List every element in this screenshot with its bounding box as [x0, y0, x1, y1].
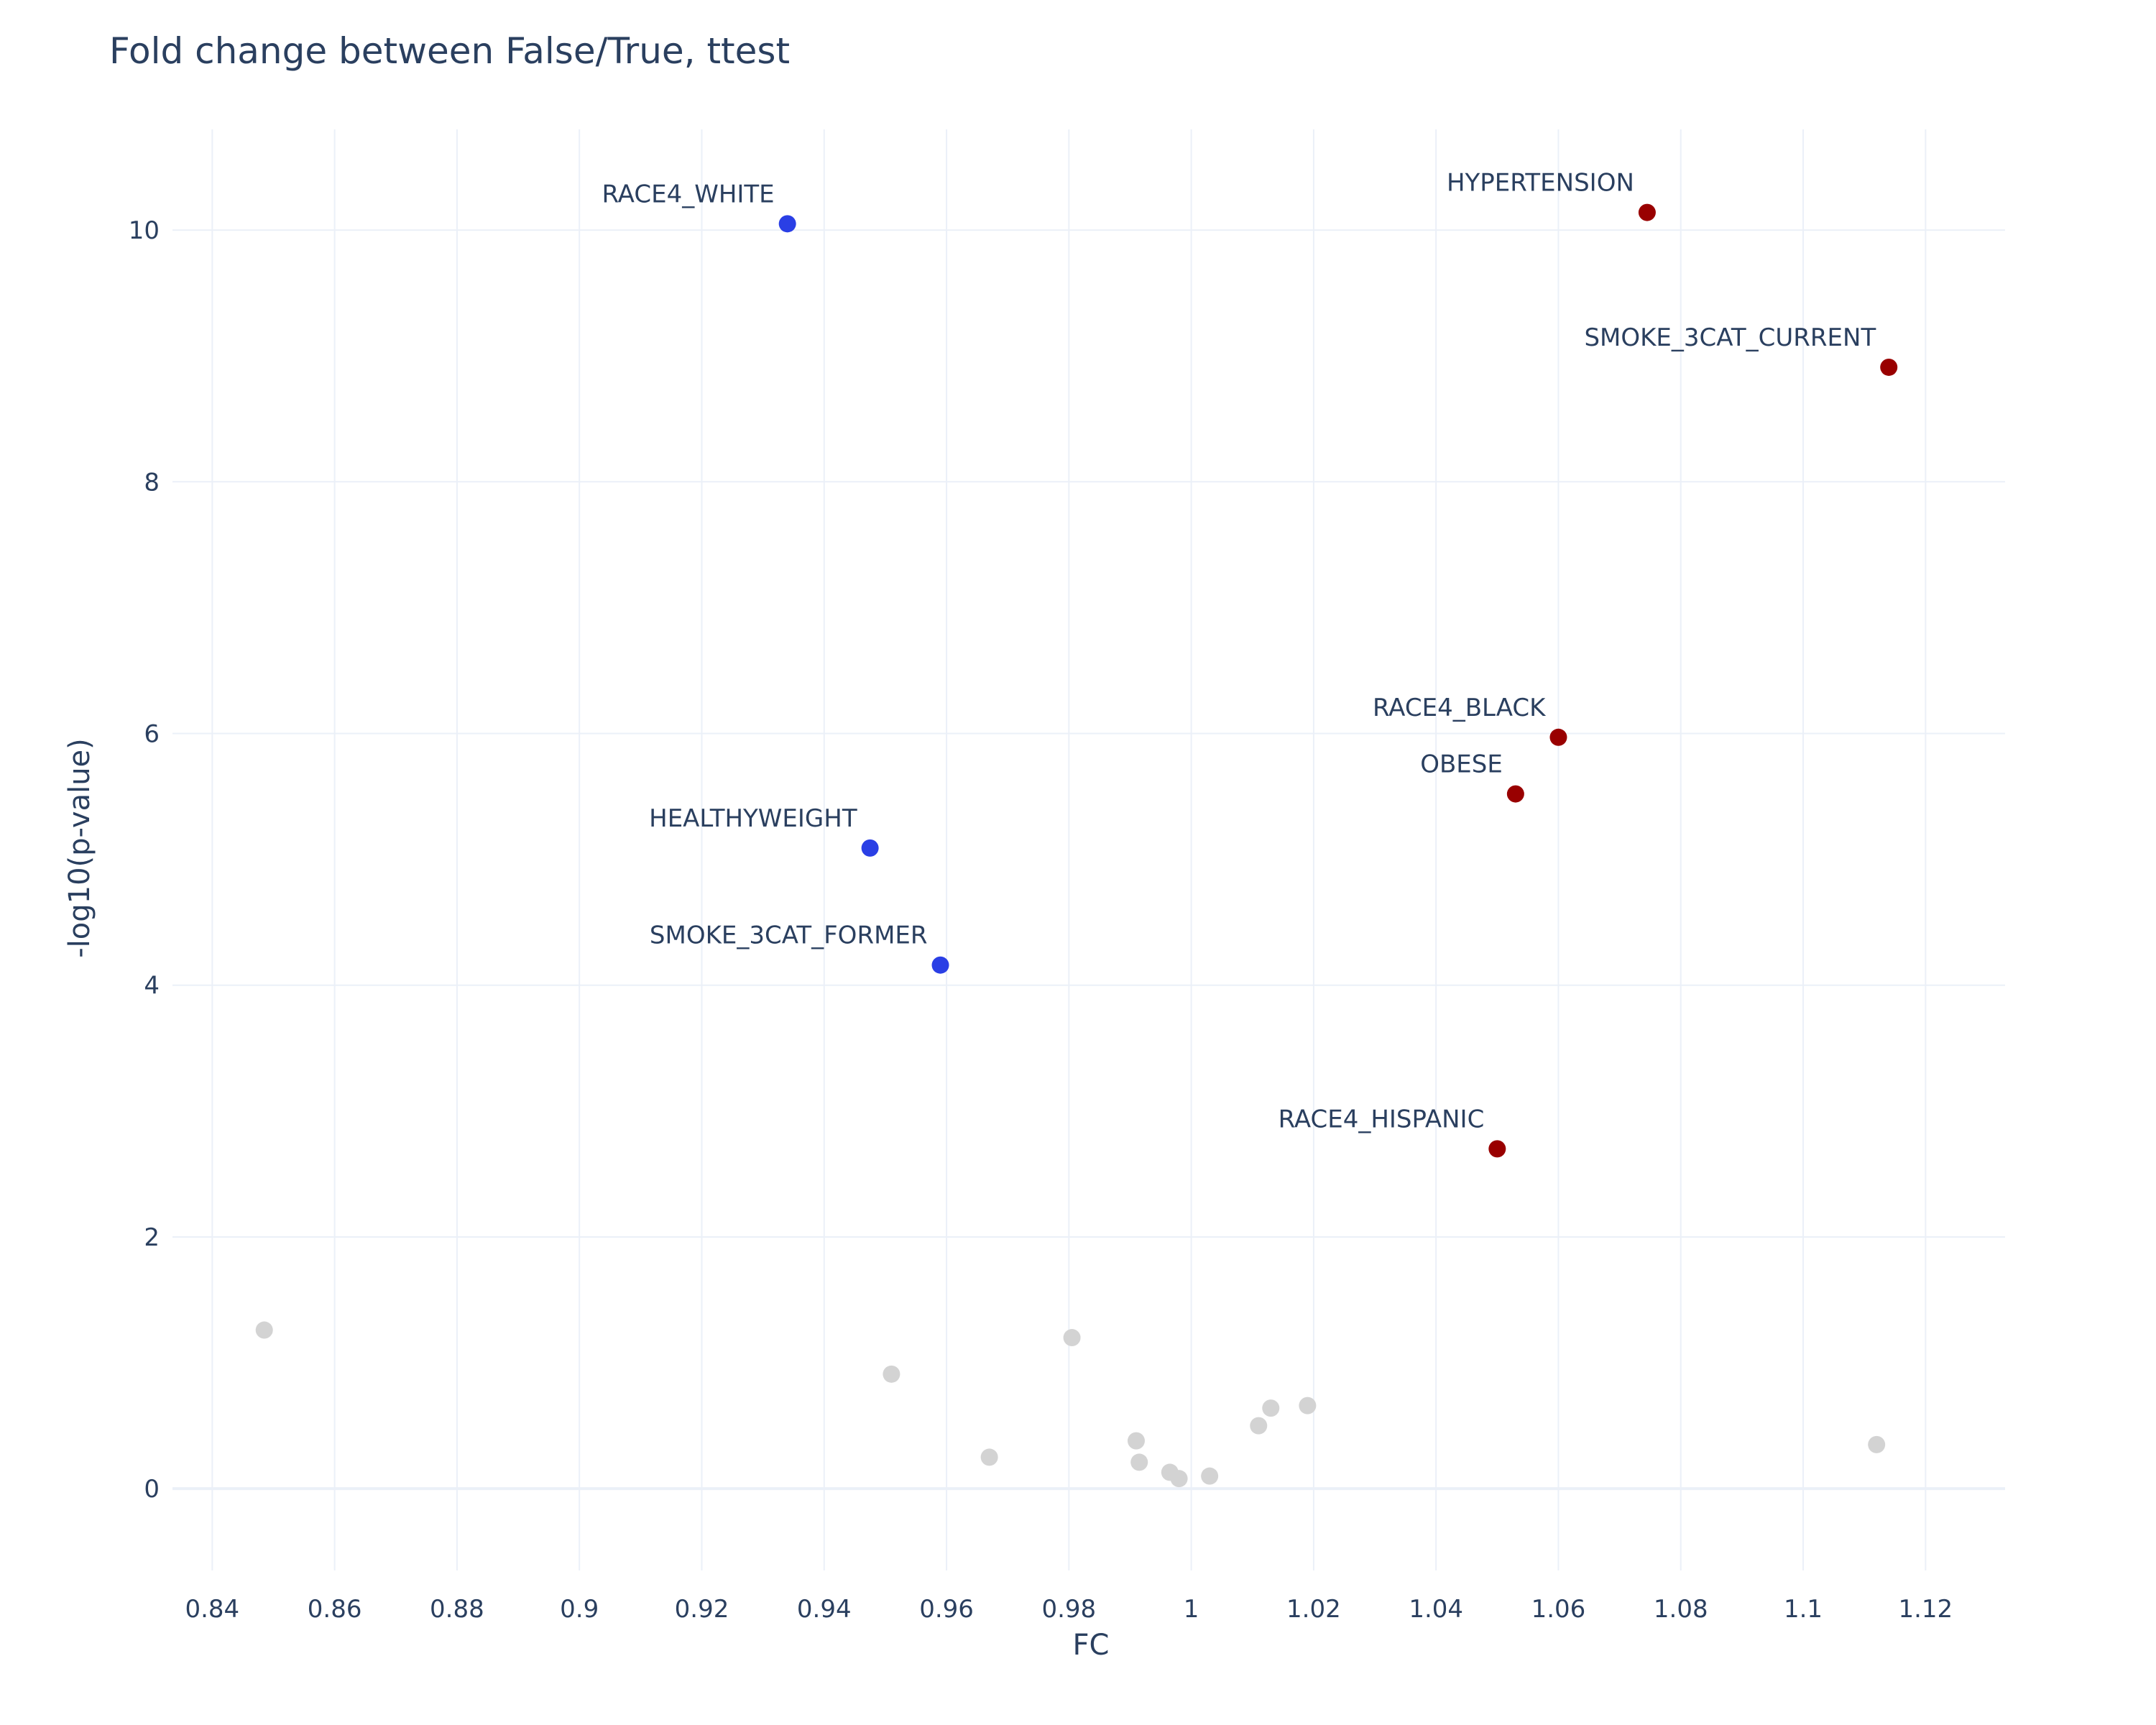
y-tick-label: 4 — [144, 972, 160, 1000]
y-tick-label: 2 — [144, 1223, 160, 1252]
y-tick-labels: 0 2 4 6 8 10 — [129, 216, 160, 1504]
x-tick-label: 0.86 — [308, 1595, 362, 1624]
y-grid — [172, 229, 2005, 1491]
point-label: SMOKE_3CAT_CURRENT — [1584, 323, 1876, 352]
x-tick-label: 0.96 — [919, 1595, 974, 1624]
data-point[interactable] — [1880, 358, 1898, 376]
y-tick-label: 0 — [144, 1475, 160, 1504]
data-point[interactable] — [1127, 1432, 1145, 1450]
x-axis-title: FC — [1073, 1629, 1110, 1662]
y-axis-title: -log10(p-value) — [63, 738, 96, 958]
x-tick-label: 0.9 — [560, 1595, 599, 1624]
x-tick-label: 1.04 — [1409, 1595, 1463, 1624]
point-label: OBESE — [1420, 750, 1503, 779]
data-point[interactable] — [1250, 1417, 1268, 1435]
point-labels: RACE4_WHITE HEALTHYWEIGHT SMOKE_3CAT_FORME… — [602, 169, 1876, 1134]
point-label: RACE4_HISPANIC — [1279, 1105, 1485, 1133]
x-tick-label: 1.12 — [1898, 1595, 1953, 1624]
x-tick-label: 1.06 — [1531, 1595, 1586, 1624]
x-tick-label: 1.02 — [1286, 1595, 1341, 1624]
point-label: RACE4_BLACK — [1373, 694, 1547, 722]
x-tick-label: 1.1 — [1784, 1595, 1823, 1624]
point-label: RACE4_WHITE — [602, 180, 774, 208]
data-point[interactable] — [861, 839, 879, 857]
chart-title: Fold change between False/True, ttest — [109, 30, 790, 72]
data-point[interactable] — [1262, 1399, 1280, 1417]
data-point[interactable] — [1506, 785, 1524, 803]
data-point[interactable] — [931, 956, 949, 974]
data-point[interactable] — [1638, 203, 1656, 221]
data-point[interactable] — [980, 1448, 998, 1466]
data-point[interactable] — [1299, 1397, 1317, 1414]
y-tick-label: 10 — [129, 216, 160, 245]
data-point[interactable] — [1488, 1140, 1506, 1158]
data-points — [255, 203, 1898, 1488]
x-tick-label: 0.92 — [675, 1595, 729, 1624]
x-tick-label: 1 — [1184, 1595, 1199, 1624]
x-tick-label: 1.08 — [1654, 1595, 1708, 1624]
data-point[interactable] — [883, 1365, 900, 1383]
x-tick-labels: 0.84 0.86 0.88 0.9 0.92 0.94 0.96 0.98 1 1.02 1.04… — [185, 1595, 1953, 1624]
x-grid — [211, 129, 1927, 1570]
y-tick-label: 8 — [144, 468, 160, 497]
x-tick-label: 0.84 — [185, 1595, 239, 1624]
data-point[interactable] — [1130, 1453, 1148, 1471]
point-label: HEALTHYWEIGHT — [649, 804, 857, 833]
data-point[interactable] — [255, 1321, 273, 1339]
x-tick-label: 0.94 — [797, 1595, 852, 1624]
point-label: SMOKE_3CAT_FORMER — [650, 921, 928, 950]
data-point[interactable] — [1170, 1470, 1188, 1488]
point-label: HYPERTENSION — [1447, 169, 1634, 198]
data-point[interactable] — [778, 215, 796, 233]
y-tick-label: 6 — [144, 720, 160, 749]
x-tick-label: 0.88 — [430, 1595, 484, 1624]
data-point[interactable] — [1063, 1329, 1081, 1347]
data-point[interactable] — [1201, 1467, 1219, 1485]
data-point[interactable] — [1868, 1435, 1886, 1453]
data-point[interactable] — [1549, 728, 1567, 746]
x-tick-label: 0.98 — [1041, 1595, 1096, 1624]
